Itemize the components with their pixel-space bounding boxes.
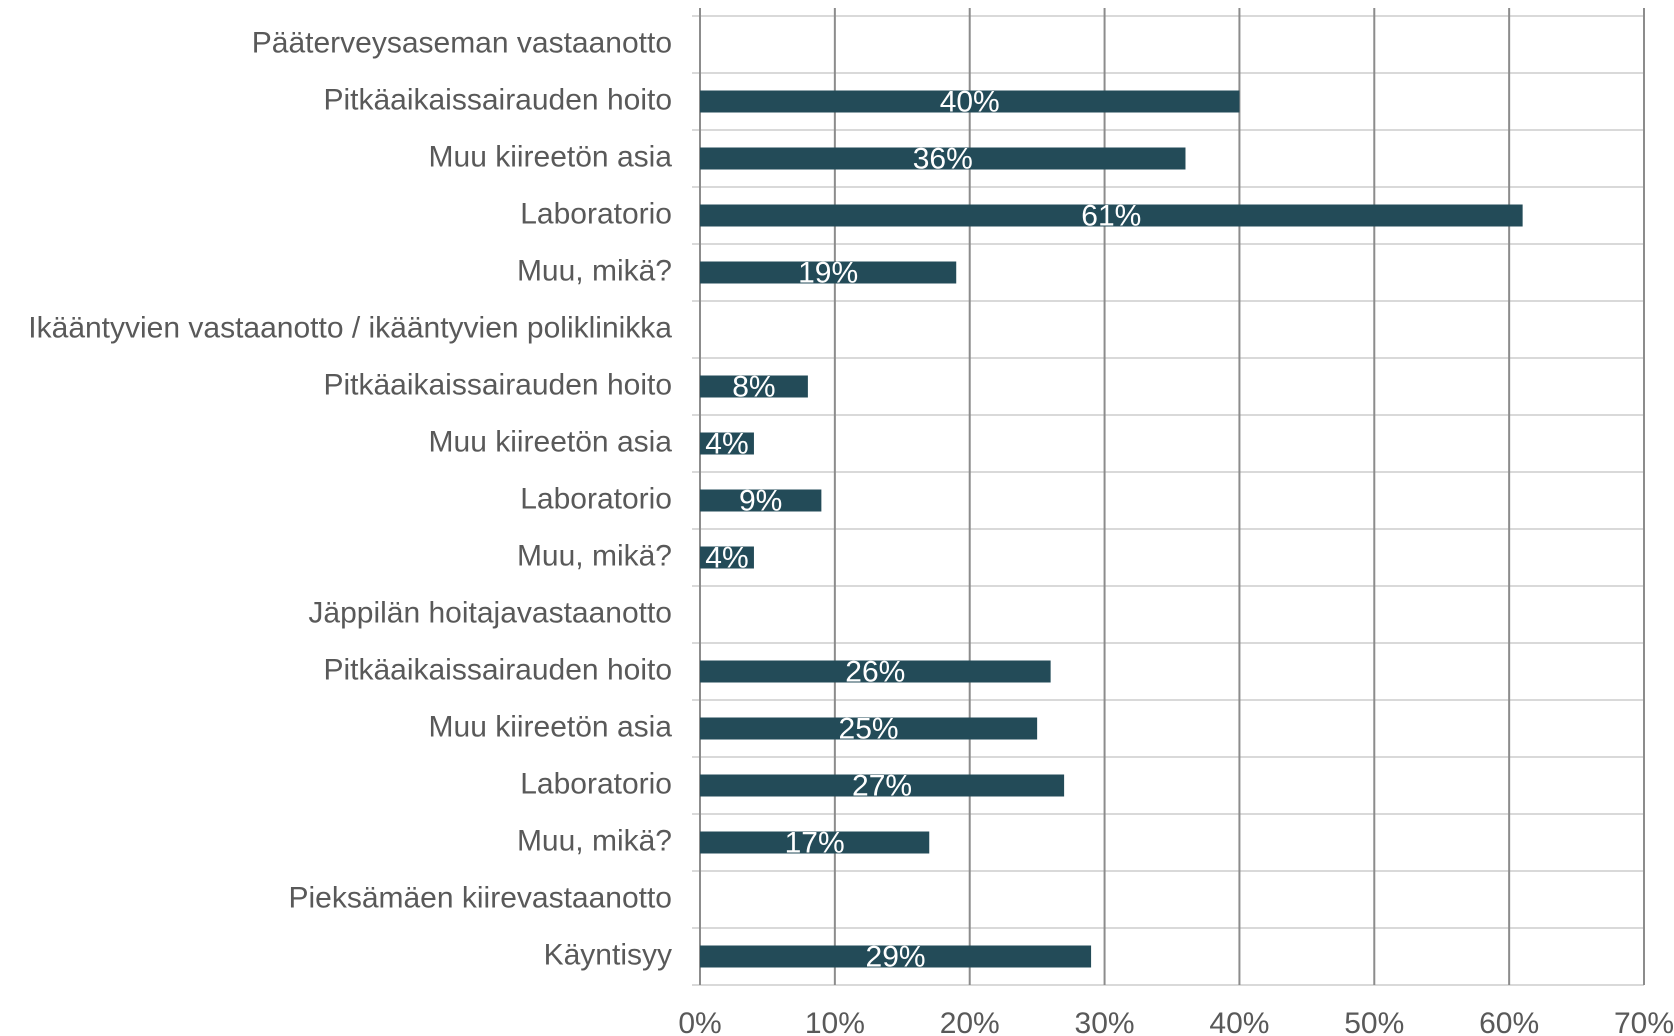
bar xyxy=(700,660,1051,683)
y-tick-label: Muu, mikä? xyxy=(517,824,672,857)
y-tick-label: Muu, mikä? xyxy=(517,254,672,287)
value-label: 36% xyxy=(913,142,973,175)
value-label: 17% xyxy=(785,826,845,859)
value-label: 8% xyxy=(732,370,775,403)
x-tick-label: 60% xyxy=(1479,1007,1539,1036)
value-label: 26% xyxy=(845,655,905,688)
bar xyxy=(700,147,1186,170)
y-tick-label: Muu kiireetön asia xyxy=(429,140,673,173)
x-tick-label: 0% xyxy=(678,1007,721,1036)
bar xyxy=(700,375,808,398)
value-label: 61% xyxy=(1081,199,1141,232)
value-label: 4% xyxy=(705,541,748,574)
bar xyxy=(700,945,1092,968)
value-label: 25% xyxy=(839,712,899,745)
y-tick-label: Laboratorio xyxy=(520,482,672,515)
x-tick-label: 70% xyxy=(1614,1007,1674,1036)
y-tick-label: Jäppilän hoitajavastaanotto xyxy=(308,596,672,629)
bar xyxy=(700,261,957,284)
y-tick-label: Muu kiireetön asia xyxy=(429,710,673,743)
y-tick-label: Muu, mikä? xyxy=(517,539,672,572)
value-label: 27% xyxy=(852,769,912,802)
y-tick-label: Ikääntyvien vastaanotto / ikääntyvien po… xyxy=(28,311,672,344)
x-tick-label: 40% xyxy=(1209,1007,1269,1036)
x-tick-label: 30% xyxy=(1075,1007,1135,1036)
value-label: 29% xyxy=(866,940,926,973)
bar xyxy=(700,831,930,854)
bar xyxy=(700,204,1523,227)
bar xyxy=(700,774,1065,797)
y-tick-label: Käyntisyy xyxy=(544,938,672,971)
value-label: 19% xyxy=(798,256,858,289)
y-tick-label: Laboratorio xyxy=(520,197,672,230)
y-tick-label: Pieksämäen kiirevastaanotto xyxy=(288,881,672,914)
y-tick-label: Pääterveysaseman vastaanotto xyxy=(252,26,672,59)
value-label: 9% xyxy=(739,484,782,517)
bar xyxy=(700,489,822,512)
bar xyxy=(700,717,1038,740)
x-tick-label: 20% xyxy=(940,1007,1000,1036)
y-tick-label: Laboratorio xyxy=(520,767,672,800)
bar xyxy=(700,90,1240,113)
value-label: 4% xyxy=(705,427,748,460)
value-label: 40% xyxy=(940,85,1000,118)
y-tick-label: Pitkäaikaissairauden hoito xyxy=(323,83,672,116)
x-tick-label: 50% xyxy=(1344,1007,1404,1036)
bar xyxy=(700,432,754,455)
y-tick-label: Muu kiireetön asia xyxy=(429,425,673,458)
bar xyxy=(700,546,754,569)
y-tick-label: Pitkäaikaissairauden hoito xyxy=(323,653,672,686)
x-tick-label: 10% xyxy=(805,1007,865,1036)
y-tick-label: Pitkäaikaissairauden hoito xyxy=(323,368,672,401)
